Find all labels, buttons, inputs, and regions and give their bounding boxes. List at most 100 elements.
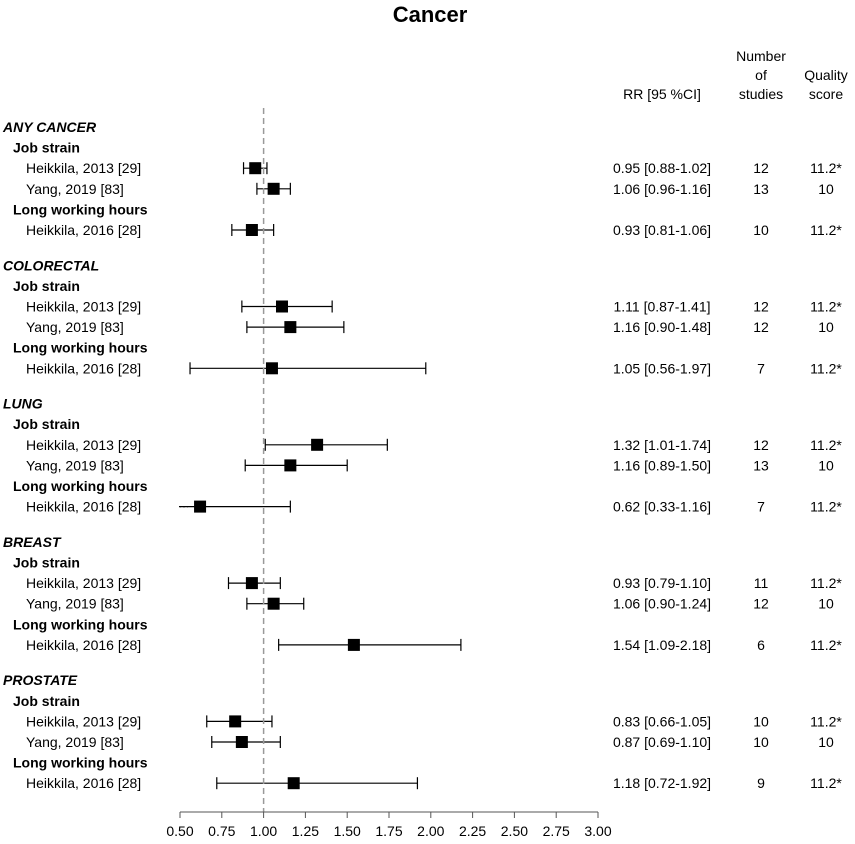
group-label: Job strain bbox=[13, 278, 80, 294]
group-label: Long working hours bbox=[13, 478, 148, 494]
rr-ci-value: 0.62 [0.33-1.16] bbox=[613, 499, 711, 515]
rr-ci-value: 0.95 [0.88-1.02] bbox=[613, 160, 711, 176]
quality-header-line-1: Quality bbox=[804, 67, 848, 83]
study-count: 13 bbox=[753, 457, 769, 473]
studies-header-line-2: of bbox=[755, 67, 767, 83]
quality-score: 10 bbox=[818, 596, 834, 612]
group-label: Long working hours bbox=[13, 755, 148, 771]
group-label: Job strain bbox=[13, 693, 80, 709]
study-label: Heikkila, 2013 [29] bbox=[26, 160, 141, 176]
point-estimate bbox=[194, 500, 207, 513]
point-estimate bbox=[245, 577, 258, 590]
section-label: COLORECTAL bbox=[3, 257, 99, 273]
x-tick-label: 0.50 bbox=[166, 823, 193, 839]
x-tick-label: 2.75 bbox=[543, 823, 570, 839]
study-count: 11 bbox=[754, 575, 769, 591]
group-label: Job strain bbox=[13, 416, 80, 432]
study-count: 13 bbox=[753, 181, 769, 197]
section-label: PROSTATE bbox=[3, 672, 78, 688]
study-count: 10 bbox=[753, 713, 769, 729]
group-label: Long working hours bbox=[13, 616, 148, 632]
study-label: Heikkila, 2016 [28] bbox=[26, 775, 141, 791]
group-label: Long working hours bbox=[13, 201, 148, 217]
point-estimate bbox=[311, 438, 324, 451]
rr-ci-value: 0.83 [0.66-1.05] bbox=[613, 713, 711, 729]
quality-score: 10 bbox=[818, 734, 834, 750]
study-label: Yang, 2019 [83] bbox=[26, 734, 124, 750]
quality-score: 11.2* bbox=[810, 160, 842, 176]
point-estimate bbox=[249, 162, 262, 175]
point-estimate bbox=[284, 459, 297, 472]
study-label: Yang, 2019 [83] bbox=[26, 596, 124, 612]
study-label: Heikkila, 2013 [29] bbox=[26, 437, 141, 453]
section-label: BREAST bbox=[3, 534, 62, 550]
study-count: 9 bbox=[757, 775, 765, 791]
point-estimate bbox=[275, 300, 288, 313]
studies-header-line-3: studies bbox=[739, 86, 783, 102]
study-label: Yang, 2019 [83] bbox=[26, 319, 124, 335]
x-tick-label: 2.25 bbox=[459, 823, 486, 839]
x-tick-label: 1.00 bbox=[250, 823, 277, 839]
study-count: 7 bbox=[757, 499, 765, 515]
group-label: Job strain bbox=[13, 140, 80, 156]
chart-title: Cancer bbox=[393, 2, 468, 27]
study-count: 10 bbox=[753, 734, 769, 750]
x-tick-label: 0.75 bbox=[208, 823, 235, 839]
section-label: ANY CANCER bbox=[2, 119, 97, 135]
study-label: Heikkila, 2016 [28] bbox=[26, 222, 141, 238]
rr-ci-value: 1.32 [1.01-1.74] bbox=[613, 437, 711, 453]
point-estimate bbox=[245, 224, 258, 236]
point-estimate bbox=[284, 321, 297, 334]
quality-score: 11.2* bbox=[810, 299, 842, 315]
studies-header-line-1: Number bbox=[736, 48, 786, 64]
quality-score: 11.2* bbox=[810, 222, 842, 238]
study-label: Yang, 2019 [83] bbox=[26, 457, 124, 473]
study-count: 12 bbox=[753, 319, 769, 335]
x-axis: 0.50 0.75 1.00 1.25 1.50 1.75 2.00 2.25 2.50 2.75… bbox=[166, 811, 612, 839]
rr-ci-value: 0.87 [0.69-1.10] bbox=[613, 734, 711, 750]
x-tick-label: 3.00 bbox=[584, 823, 611, 839]
x-tick-label: 1.75 bbox=[375, 823, 402, 839]
rr-ci-value: 0.93 [0.81-1.06] bbox=[613, 222, 711, 238]
rr-ci-value: 0.93 [0.79-1.10] bbox=[613, 575, 711, 591]
point-estimate bbox=[287, 777, 300, 790]
study-label: Yang, 2019 [83] bbox=[26, 181, 124, 197]
study-label: Heikkila, 2016 [28] bbox=[26, 499, 141, 515]
quality-score: 11.2* bbox=[810, 713, 842, 729]
study-label: Heikkila, 2016 [28] bbox=[26, 637, 141, 653]
point-estimate bbox=[347, 638, 360, 651]
quality-score: 11.2* bbox=[810, 575, 842, 591]
study-count: 10 bbox=[753, 222, 769, 238]
study-count: 12 bbox=[753, 596, 769, 612]
x-tick-label: 1.50 bbox=[334, 823, 361, 839]
x-tick-label: 2.00 bbox=[417, 823, 444, 839]
x-tick-label: 1.25 bbox=[292, 823, 319, 839]
quality-header-line-2: score bbox=[809, 86, 843, 102]
study-count: 7 bbox=[757, 360, 765, 376]
rr-ci-value: 1.06 [0.90-1.24] bbox=[613, 596, 711, 612]
quality-score: 11.2* bbox=[810, 360, 842, 376]
quality-score: 11.2* bbox=[810, 499, 842, 515]
study-count: 6 bbox=[757, 637, 765, 653]
group-label: Job strain bbox=[13, 555, 80, 571]
point-estimate bbox=[235, 736, 248, 748]
rr-ci-header: RR [95 %CI] bbox=[623, 86, 701, 102]
point-estimate bbox=[267, 597, 280, 610]
quality-score: 11.2* bbox=[810, 637, 842, 653]
point-estimate bbox=[267, 182, 280, 195]
point-estimate bbox=[229, 715, 242, 728]
quality-score: 10 bbox=[818, 319, 834, 335]
study-label: Heikkila, 2013 [29] bbox=[26, 713, 141, 729]
study-count: 12 bbox=[753, 437, 769, 453]
point-estimate bbox=[265, 362, 278, 375]
column-headers: RR [95 %CI] Number of studies Quality sc… bbox=[623, 48, 848, 102]
quality-score: 11.2* bbox=[810, 437, 842, 453]
study-label: Heikkila, 2013 [29] bbox=[26, 299, 141, 315]
section-label: LUNG bbox=[3, 396, 43, 412]
study-count: 12 bbox=[753, 299, 769, 315]
group-label: Long working hours bbox=[13, 340, 148, 356]
quality-score: 10 bbox=[818, 457, 834, 473]
rr-ci-value: 1.18 [0.72-1.92] bbox=[613, 775, 711, 791]
study-count: 12 bbox=[753, 160, 769, 176]
